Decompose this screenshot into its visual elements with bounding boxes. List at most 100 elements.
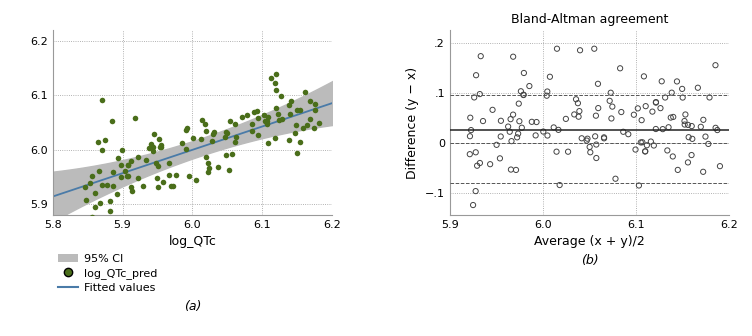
Point [588,46,600,51]
Point [589,134,601,139]
Point [517,92,529,98]
Point [470,188,482,194]
Point [207,132,219,137]
Point [645,139,657,144]
Point [235,115,247,120]
Point [663,125,675,130]
Point [622,131,634,137]
Point [145,141,157,146]
Point [180,125,193,131]
Point [679,112,691,117]
Point [176,140,188,145]
Point [629,147,641,152]
Point [262,119,274,124]
Point [661,148,673,153]
Point [515,89,527,94]
Point [156,143,168,148]
Point [297,125,309,130]
Point [126,184,138,190]
Point [152,163,164,169]
Point [639,149,651,154]
Point [291,108,303,113]
Point [283,137,295,142]
Point [229,134,241,139]
Point [656,126,669,132]
Point [129,116,141,121]
Point [153,144,165,149]
Point [573,109,585,114]
Point [308,101,320,107]
Point [510,167,522,173]
Point [229,139,241,145]
Point [667,154,679,159]
Point [505,117,517,122]
Point [530,119,542,125]
Point [105,118,117,123]
Point [465,127,477,133]
Point [635,118,647,123]
Text: (b): (b) [581,254,599,267]
Point [93,200,105,206]
Point [241,112,253,118]
Point [163,160,175,166]
Point [284,102,296,107]
Point [152,184,164,190]
Point [678,118,690,124]
Point [229,121,241,127]
Point [682,160,694,165]
Point [86,214,99,219]
Point [156,179,168,184]
Point [220,152,232,158]
Point [699,134,711,139]
Point [502,124,514,129]
Point [544,74,556,79]
Point [291,151,303,156]
Point [605,90,617,95]
Point [276,116,288,121]
Point [308,107,320,112]
Point [686,152,698,158]
Point [517,92,529,97]
Point [639,149,651,154]
Point [171,173,183,178]
Point [105,208,117,213]
Point [99,138,111,143]
Point [635,140,647,145]
Point [259,119,271,124]
Point [275,93,287,99]
Point [505,167,517,172]
Point [590,142,602,147]
Point [115,163,127,168]
Point [251,116,263,121]
Point [475,53,487,59]
Point [219,134,231,139]
Point [467,202,479,208]
Point [495,134,507,139]
Point [221,130,233,136]
Point [247,109,259,114]
Point [584,150,596,155]
Point [677,95,689,100]
Point [490,142,502,148]
Point [107,169,119,174]
Point [605,116,617,121]
Point [93,168,105,174]
Point [270,106,282,111]
Point [650,99,662,105]
Point [516,125,528,130]
Point [269,135,281,141]
Legend: 95% CI, log_QTc_pred, Fitted values: 95% CI, log_QTc_pred, Fitted values [58,254,157,293]
Point [484,162,496,167]
Point [514,119,526,124]
Point [262,140,274,146]
Text: (a): (a) [183,300,202,313]
Point [711,127,723,133]
Point [672,167,684,173]
Point [272,117,284,122]
Point [258,113,270,118]
Point [604,98,616,103]
Point [687,136,699,141]
Point [592,81,604,86]
Point [123,173,135,179]
Point [289,130,301,136]
